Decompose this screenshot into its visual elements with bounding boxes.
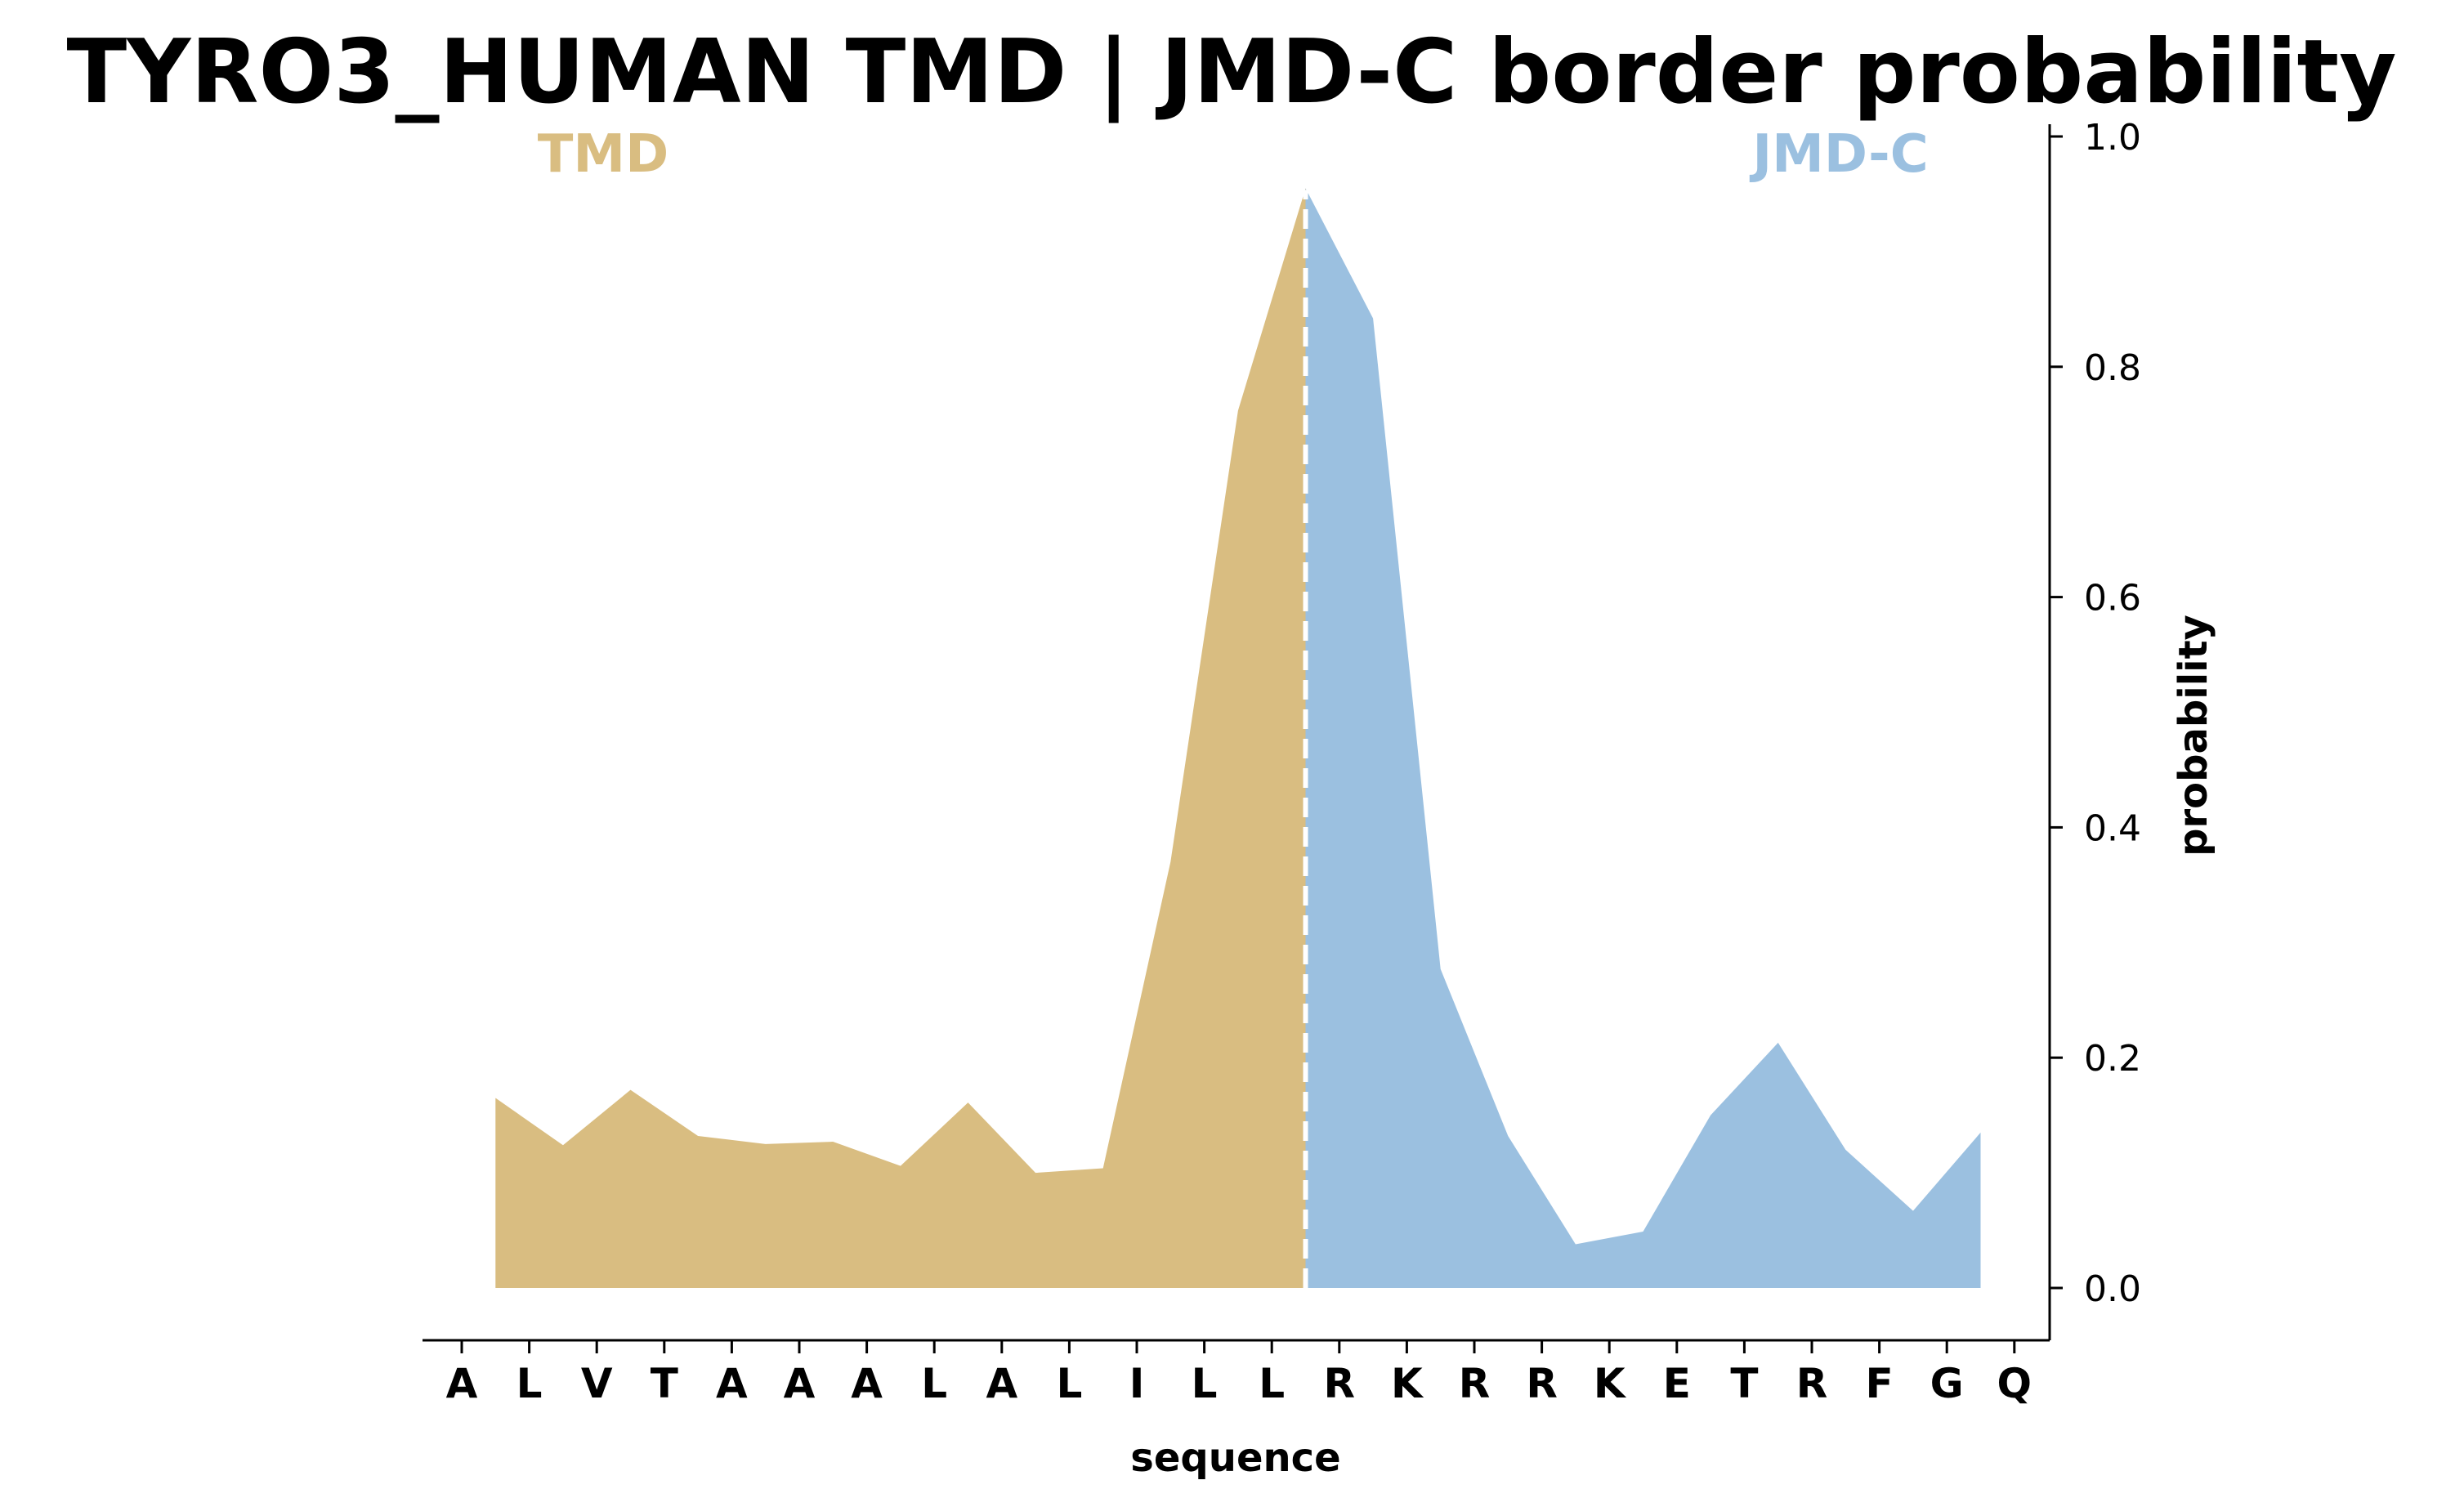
region-label-tmd: TMD [538, 124, 669, 185]
x-tick-label: L [1259, 1360, 1285, 1407]
x-tick-label: F [1866, 1360, 1894, 1407]
y-tick-label: 0.0 [2084, 1268, 2141, 1310]
x-tick-label: R [1796, 1360, 1828, 1407]
x-tick-label: T [1730, 1360, 1758, 1407]
x-tick-label: R [1526, 1360, 1558, 1407]
x-tick-label: A [716, 1360, 748, 1407]
area-series-1 [1305, 188, 1981, 1288]
x-tick-label: A [446, 1360, 478, 1407]
x-tick-label: T [651, 1360, 678, 1407]
x-tick-label: L [1056, 1360, 1082, 1407]
x-tick-label: A [986, 1360, 1017, 1407]
x-tick-label: K [1594, 1360, 1627, 1407]
x-tick-label: R [1324, 1360, 1356, 1407]
chart-title: TYRO3_HUMAN TMD | JMD-C border probabili… [66, 21, 2396, 123]
area-series-group [495, 188, 1981, 1288]
x-tick-label: R [1459, 1360, 1491, 1407]
area-series-0 [495, 188, 1306, 1288]
x-tick-label: L [517, 1360, 543, 1407]
region-label-jmd-c: JMD-C [1749, 124, 1928, 185]
y-tick-label: 0.8 [2084, 347, 2141, 389]
x-tick-label: L [1192, 1360, 1218, 1407]
x-tick-label: A [784, 1360, 816, 1407]
y-tick-label: 1.0 [2084, 117, 2141, 159]
y-axis-title: probability [2171, 615, 2216, 856]
y-axis-ticks: 0.0 0.2 0.4 0.6 0.8 1.0 [2050, 117, 2141, 1310]
y-tick-label: 0.2 [2084, 1038, 2141, 1080]
x-tick-label: E [1663, 1360, 1691, 1407]
x-tick-label: A [851, 1360, 883, 1407]
y-tick-label: 0.6 [2084, 578, 2141, 619]
x-tick-label: I [1129, 1360, 1145, 1407]
x-tick-label: L [921, 1360, 947, 1407]
x-tick-label: Q [1997, 1360, 2032, 1407]
region-label-group: TMD JMD-C [538, 124, 1929, 185]
x-tick-label: V [581, 1360, 613, 1407]
x-tick-label: K [1391, 1360, 1424, 1407]
x-axis-title: sequence [1130, 1435, 1340, 1481]
y-tick-label: 0.4 [2084, 807, 2141, 849]
x-tick-label: G [1930, 1360, 1964, 1407]
